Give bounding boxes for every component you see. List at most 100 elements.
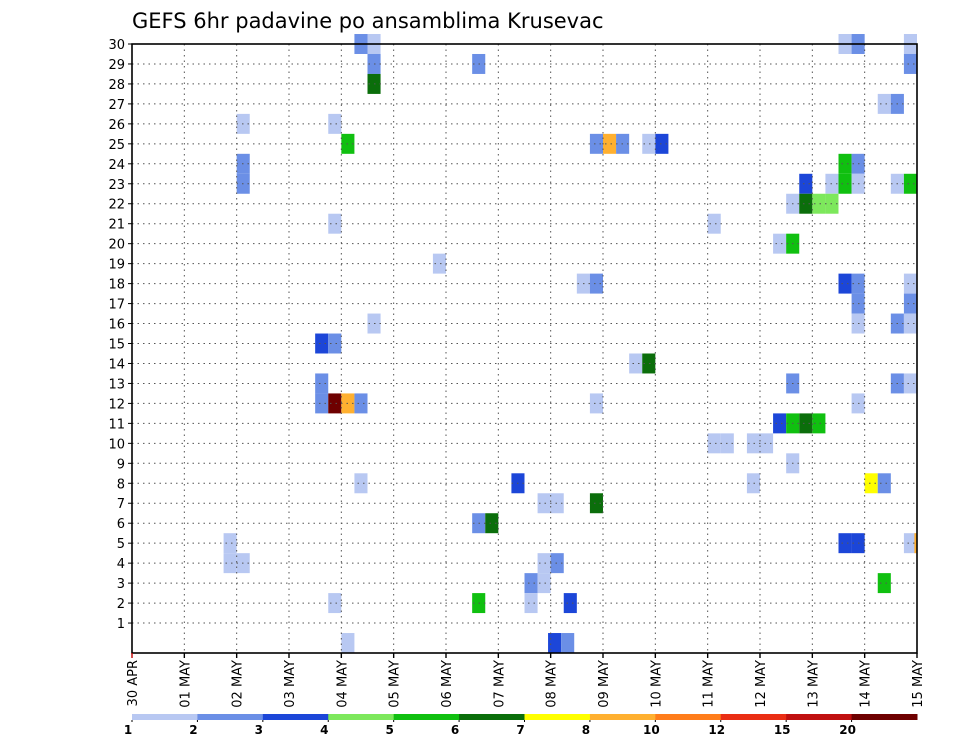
- heatmap-cell: [642, 133, 656, 154]
- heatmap-cell: [877, 573, 891, 594]
- y-tick-label: 15: [108, 338, 125, 353]
- x-tick-label: 04 MAY: [335, 660, 350, 708]
- heatmap-cell: [799, 193, 813, 214]
- heatmap-cell: [550, 493, 564, 514]
- y-tick-label: 3: [117, 577, 125, 592]
- heatmap-cell: [760, 433, 774, 454]
- heatmap-cell: [537, 553, 551, 574]
- heatmap-cell: [799, 173, 813, 194]
- heatmap-cell: [812, 413, 826, 434]
- colorbar-segment: [262, 714, 329, 720]
- y-tick-label: 23: [108, 178, 125, 193]
- colorbar-label: 12: [708, 723, 725, 737]
- chart-title: GEFS 6hr padavine po ansamblima Krusevac: [132, 9, 604, 33]
- heatmap-cell: [838, 533, 852, 554]
- heatmap-cell: [328, 393, 342, 414]
- heatmap-cell: [707, 433, 721, 454]
- y-tick-label: 20: [108, 238, 125, 253]
- y-tick-label: 24: [108, 158, 125, 173]
- x-tick-label: 14 MAY: [859, 660, 874, 708]
- x-tick-label: 02 MAY: [231, 660, 246, 708]
- heatmap-cell: [746, 473, 760, 494]
- heatmap-cell: [838, 173, 852, 194]
- y-tick-label: 8: [117, 477, 125, 492]
- y-tick-label: 27: [108, 98, 125, 113]
- colorbar-segment: [328, 714, 395, 720]
- x-tick-label: 15 MAY: [911, 660, 926, 708]
- heatmap-cell: [223, 553, 237, 574]
- heatmap-cell: [589, 133, 603, 154]
- heatmap-cell: [354, 473, 368, 494]
- colorbar-label: 20: [839, 723, 856, 737]
- colorbar-label: 15: [774, 723, 791, 737]
- colorbar-segment: [786, 714, 853, 720]
- y-axis: 1234567891011121314151617181920212223242…: [108, 38, 132, 632]
- y-tick-label: 25: [108, 138, 125, 153]
- heatmap-cell: [537, 573, 551, 594]
- y-tick-label: 4: [117, 557, 125, 572]
- colorbar-label: 3: [255, 723, 263, 737]
- heatmap-cell: [903, 273, 917, 294]
- heatmap-cell: [838, 273, 852, 294]
- heatmap-cell: [903, 293, 917, 314]
- colorbar-label: 10: [643, 723, 660, 737]
- y-tick-label: 9: [117, 457, 125, 472]
- x-tick-label: 08 MAY: [545, 660, 560, 708]
- heatmap-cell: [563, 593, 577, 614]
- heatmap-cell: [877, 93, 891, 114]
- colorbar-segment: [851, 714, 918, 720]
- y-tick-label: 2: [117, 597, 125, 612]
- y-tick-label: 26: [108, 118, 125, 133]
- heatmap-cell: [864, 473, 878, 494]
- heatmap-cells: [223, 34, 917, 653]
- y-tick-label: 30: [108, 38, 125, 53]
- y-tick-label: 18: [108, 278, 125, 293]
- x-tick-label: 03 MAY: [283, 660, 298, 708]
- heatmap-cell: [315, 373, 329, 394]
- colorbar-label: 1: [124, 723, 132, 737]
- heatmap-cell: [773, 233, 787, 254]
- heatmap-cell: [524, 573, 538, 594]
- heatmap-cell: [838, 153, 852, 174]
- heatmap-cell: [603, 133, 617, 154]
- heatmap-cell: [903, 53, 917, 74]
- heatmap-cell: [537, 493, 551, 514]
- heatmap-cell: [561, 633, 575, 653]
- y-tick-label: 22: [108, 198, 125, 213]
- heatmap-cell: [655, 133, 669, 154]
- y-tick-label: 16: [108, 318, 125, 333]
- x-axis: 30 APR 01 MAY 02 MAY 03 MAY 04 MAY 05 MAY 06 M…: [126, 653, 926, 708]
- x-tick-label: 09 MAY: [597, 660, 612, 708]
- heatmap-cell: [903, 533, 917, 554]
- y-tick-label: 10: [108, 437, 125, 452]
- heatmap-cell: [812, 193, 826, 214]
- heatmap-cell: [432, 253, 446, 274]
- heatmap-cell: [223, 533, 237, 554]
- heatmap-cell: [328, 333, 342, 354]
- heatmap-cell: [903, 173, 917, 194]
- heatmap-cell: [589, 273, 603, 294]
- heatmap-cell: [914, 533, 917, 554]
- heatmap-cell: [550, 553, 564, 574]
- heatmap-cell: [548, 633, 562, 653]
- heatmap-cell: [589, 493, 603, 514]
- y-tick-label: 7: [117, 497, 125, 512]
- colorbar-segment: [459, 714, 525, 720]
- heatmap-cell: [903, 373, 917, 394]
- y-tick-label: 5: [117, 537, 125, 552]
- heatmap-cell: [629, 353, 643, 374]
- heatmap-cell: [773, 413, 787, 434]
- colorbar-segment: [720, 714, 787, 720]
- y-tick-label: 17: [108, 298, 125, 313]
- heatmap-cell: [328, 593, 342, 614]
- colorbar-label: 5: [385, 723, 393, 737]
- heatmap-cell: [328, 113, 342, 134]
- colorbar-segment: [589, 714, 656, 720]
- y-tick-label: 6: [117, 517, 125, 532]
- x-tick-label: 07 MAY: [492, 660, 507, 708]
- heatmap-cell: [746, 433, 760, 454]
- y-tick-label: 11: [108, 417, 125, 432]
- heatmap-cell: [589, 393, 603, 414]
- colorbar-segment: [524, 714, 591, 720]
